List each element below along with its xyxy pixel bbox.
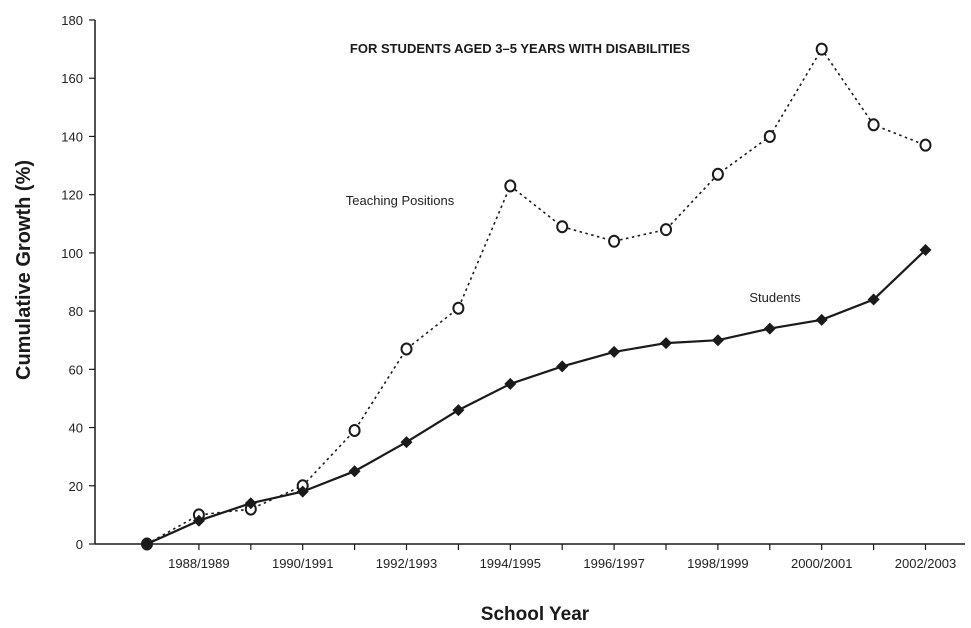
teaching-positions-label: Teaching Positions: [346, 193, 455, 208]
x-tick-label: 2002/2003: [895, 556, 956, 571]
students-point: [192, 514, 205, 527]
teaching-positions-point: [867, 118, 880, 132]
x-tick-label: 1992/1993: [376, 556, 437, 571]
y-tick-label: 60: [69, 362, 83, 377]
students-point: [244, 497, 257, 510]
students-point: [504, 377, 517, 390]
students-line: [146, 249, 927, 546]
teaching-positions-point: [504, 179, 517, 193]
y-tick-label: 80: [69, 304, 83, 319]
teaching-positions-point: [556, 220, 569, 234]
students-point: [348, 465, 361, 478]
teaching-positions-point: [400, 342, 413, 356]
students-point: [919, 243, 932, 256]
students-point: [400, 436, 413, 449]
teaching-positions-point: [608, 234, 621, 248]
x-tick-label: 1996/1997: [583, 556, 644, 571]
y-tick-label: 0: [76, 537, 83, 552]
x-tick-label: 1988/1989: [168, 556, 229, 571]
teaching-positions-point: [348, 423, 361, 437]
students-point: [815, 313, 828, 326]
students-point: [608, 345, 621, 358]
students-point: [660, 337, 672, 350]
teaching-positions-point: [660, 223, 672, 237]
teaching-positions-line: [146, 47, 926, 545]
y-tick-label: 40: [69, 421, 83, 436]
y-tick-label: 140: [61, 129, 83, 144]
students-point: [867, 293, 880, 306]
students-point: [296, 485, 309, 498]
students-point: [556, 360, 569, 373]
y-tick-label: 160: [61, 71, 83, 86]
x-axis-title: School Year: [481, 604, 590, 625]
y-tick-label: 100: [61, 246, 83, 261]
x-tick-label: 1998/1999: [687, 556, 748, 571]
students-point: [711, 334, 724, 347]
teaching-positions-point: [763, 129, 776, 143]
x-tick-label: 1990/1991: [272, 556, 333, 571]
y-tick-label: 20: [69, 479, 83, 494]
chart-title: FOR STUDENTS AGED 3–5 YEARS WITH DISABIL…: [350, 41, 691, 56]
students-point: [141, 538, 153, 550]
students-label: Students: [749, 290, 801, 305]
x-tick-label: 1994/1995: [480, 556, 541, 571]
y-tick-label: 180: [61, 13, 83, 28]
teaching-positions-point: [452, 301, 465, 315]
teaching-positions-point: [711, 167, 724, 181]
teaching-positions-point: [815, 42, 828, 56]
students-point: [452, 404, 465, 417]
students-point: [763, 322, 776, 335]
teaching-positions-point: [919, 138, 932, 152]
y-tick-label: 120: [61, 188, 83, 203]
x-tick-label: 2000/2001: [791, 556, 852, 571]
y-axis-title: Cumulative Growth (%): [13, 160, 35, 380]
